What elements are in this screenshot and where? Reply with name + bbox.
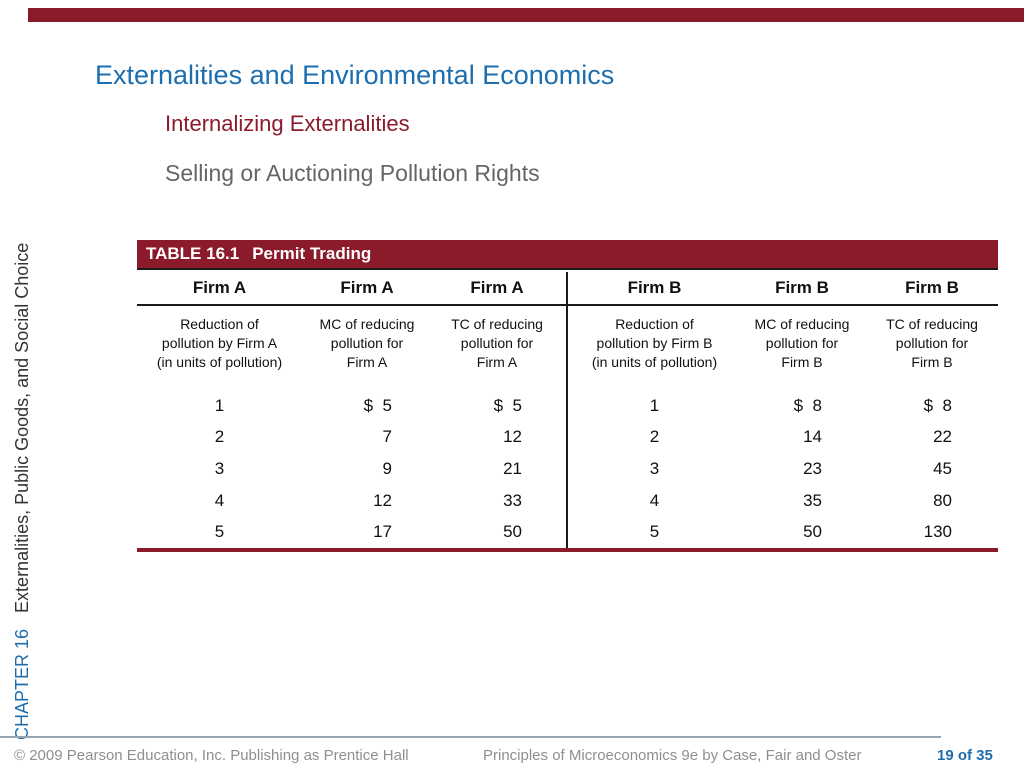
chapter-label: CHAPTER 16 [12,628,32,740]
table-cell: 130 [923,522,952,542]
table-row: 1 $ 5 $ 5 1 $ 8 $ 8 [137,390,998,422]
footer-book-title: Principles of Microeconomics 9e by Case,… [483,747,862,764]
section-heading: Internalizing Externalities [165,111,410,136]
table-cell: 1 [649,395,660,415]
table-row: 3 9 21 3 23 45 [137,453,998,485]
footer-page-number: 19 of 35 [937,747,993,764]
page-title: Externalities and Environmental Economic… [95,60,615,90]
table-cell: 1 [214,395,225,415]
column-header-tc-a: TC of reducing pollution for Firm A [451,316,543,370]
column-header-mc-b: MC of reducing pollution for Firm B [754,316,850,370]
top-accent-bar [28,8,1024,22]
table-cell: 35 [803,490,822,510]
table-cell: 50 [803,522,822,542]
table-cell: 50 [503,522,522,542]
firm-divider-line [566,272,568,549]
topic-heading: Selling or Auctioning Pollution Rights [165,160,540,186]
table-title-bar: TABLE 16.1 Permit Trading [137,240,998,270]
table-cell: 12 [503,427,522,447]
chapter-name: Externalities, Public Goods, and Social … [12,242,32,613]
column-header-reduction-a: Reduction of pollution by Firm A (in uni… [156,316,283,370]
table-cell: 4 [649,490,660,510]
table-cell: 21 [503,458,522,478]
table-cell: 5 [649,522,660,542]
table-cell: 2 [649,427,660,447]
group-header-firm-a-2: Firm A [340,278,394,297]
group-header-firm-b-3: Firm B [905,278,959,297]
column-header-mc-a: MC of reducing pollution for Firm A [319,316,415,370]
table-cell: 3 [214,458,225,478]
table-row: 2 7 12 2 14 22 [137,422,998,454]
table-label: TABLE 16.1 [146,244,240,263]
table-bottom-rule [137,548,998,552]
table-cell: $ 8 [923,395,952,415]
table-cell: 5 [214,522,225,542]
table-cell: 12 [373,490,392,510]
group-header-firm-a-1: Firm A [192,278,247,297]
table-title: Permit Trading [252,244,372,263]
table-row: 5 17 50 5 50 130 [137,516,998,548]
table-cell: 45 [933,458,952,478]
table-column-header-row: Reduction of pollution by Firm A (in uni… [137,308,998,388]
table-cell: $ 8 [793,395,822,415]
group-header-firm-b-1: Firm B [627,278,682,297]
table-body: 1 $ 5 $ 5 1 $ 8 $ 8 2 7 12 2 14 22 3 9 2… [137,390,998,548]
table-cell: 4 [214,490,225,510]
table-cell: 3 [649,458,660,478]
chapter-sidebar: CHAPTER 16 Externalities, Public Goods, a… [10,243,34,740]
table-row: 4 12 33 4 35 80 [137,485,998,517]
permit-trading-table: TABLE 16.1 Permit Trading Firm A Firm A … [137,240,998,555]
group-header-firm-b-2: Firm B [775,278,829,297]
table-cell: $ 5 [493,395,522,415]
table-cell: 7 [382,427,392,447]
table-cell: 17 [373,522,392,542]
table-cell: 14 [803,427,822,447]
column-header-tc-b: TC of reducing pollution for Firm B [886,316,978,370]
table-cell: 23 [803,458,822,478]
table-cell: 33 [503,490,522,510]
table-cell: 2 [214,427,225,447]
table-cell: 22 [933,427,952,447]
table-cell: $ 5 [363,395,392,415]
table-cell: 80 [933,490,952,510]
footer-copyright: © 2009 Pearson Education, Inc. Publishin… [14,747,409,764]
table-cell: 9 [382,458,392,478]
column-header-reduction-b: Reduction of pollution by Firm B (in uni… [591,316,718,370]
footer-divider [0,736,941,738]
group-header-firm-a-3: Firm A [470,278,524,297]
